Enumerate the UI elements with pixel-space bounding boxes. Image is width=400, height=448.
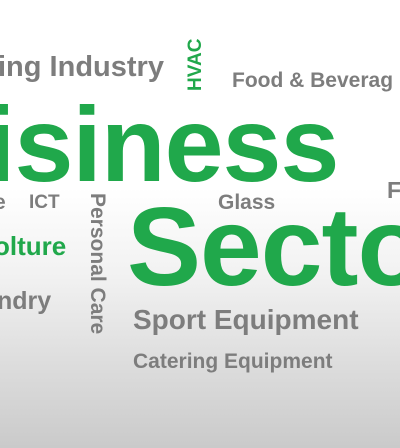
word-sport-equipment: Sport Equipment [133,304,359,335]
word-catering-equipment: Catering Equipment [133,350,333,373]
word-laundry: ndry [0,287,52,315]
word-partial-e: e [0,192,6,213]
word-hvac: HVAC [185,38,206,91]
word-food-beverage: Food & Beverag [232,69,394,92]
word-manufacturing-industry: ing Industry [0,51,164,83]
word-glass: Glass [218,191,276,214]
word-business: isiness [0,86,339,204]
word-agriculture: olture [0,231,67,261]
word-ict: ICT [29,192,60,213]
word-sector: Secto [127,185,400,309]
word-partial-f: F [387,177,400,203]
word-personal-care: Personal Care [86,193,109,335]
